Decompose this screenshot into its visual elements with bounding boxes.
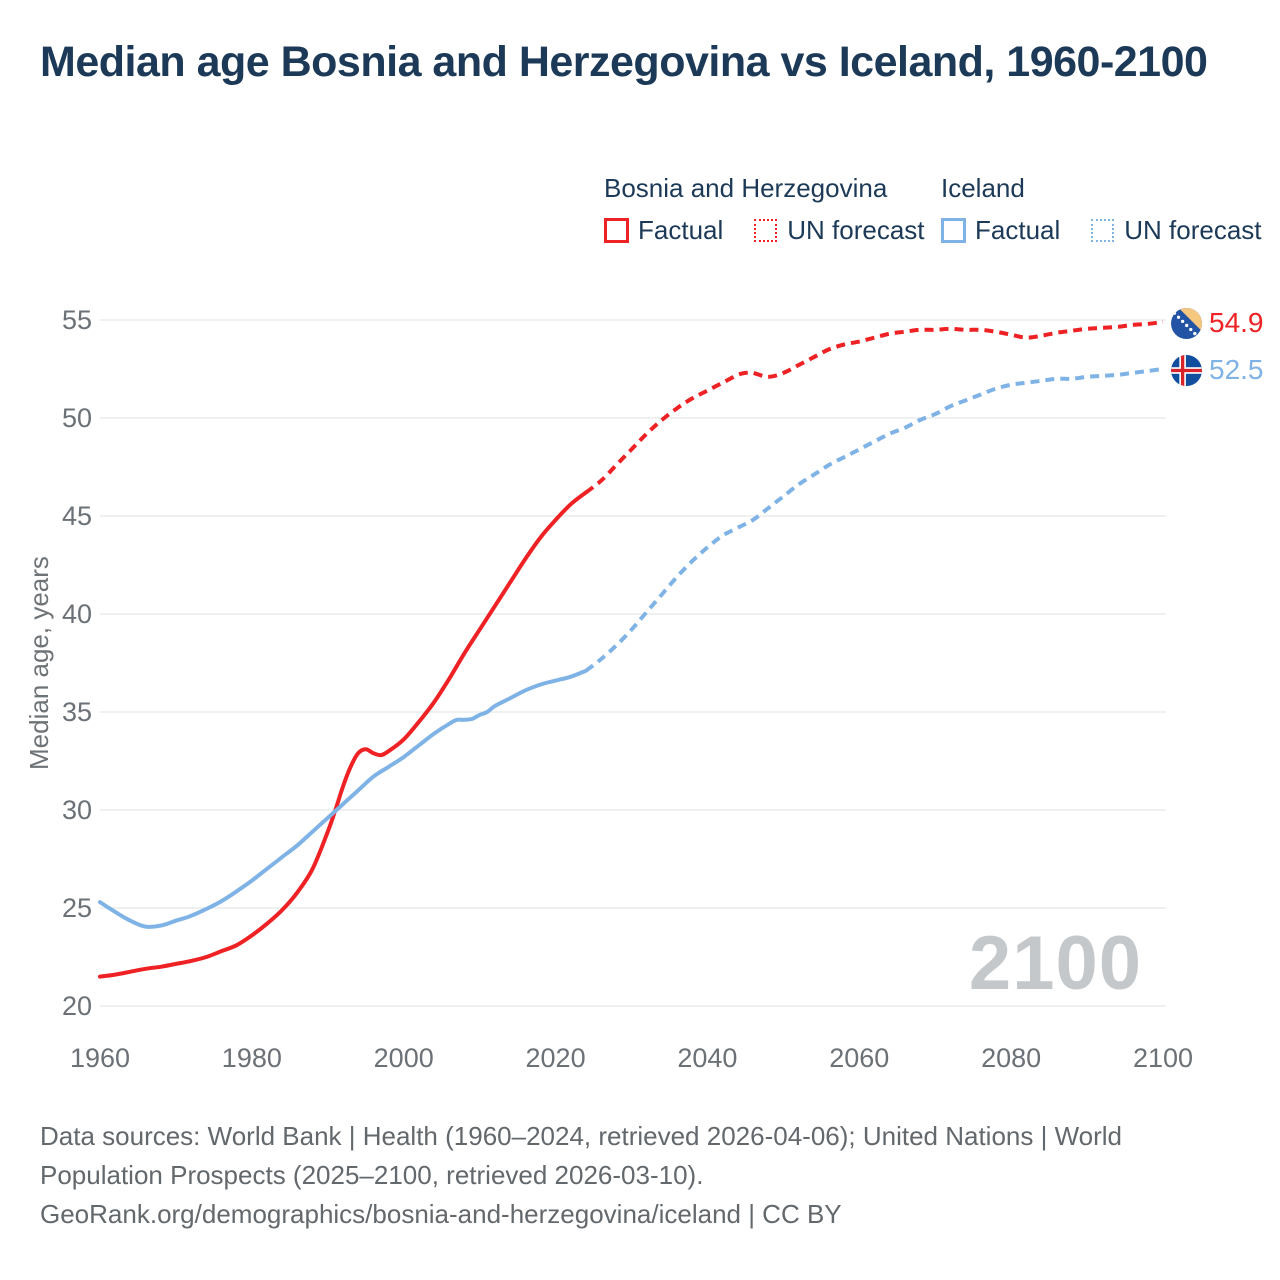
legend-item-bosnia-factual[interactable]: Factual: [604, 215, 723, 246]
footer-line: Population Prospects (2025–2100, retriev…: [40, 1160, 704, 1190]
y-tick-label: 55: [61, 305, 92, 335]
Bosnia and Herzegovina — UN forecast: [584, 320, 1164, 495]
y-tick-label: 25: [61, 893, 92, 923]
x-tick-label: 2080: [981, 1043, 1042, 1073]
year-watermark: 2100: [968, 921, 1142, 1006]
y-tick-label: 45: [61, 501, 92, 531]
Iceland — Factual: [98, 668, 588, 929]
legend-item-bosnia-forecast[interactable]: UN forecast: [753, 215, 925, 246]
x-tick-label: 2020: [525, 1043, 586, 1073]
legend-group-bosnia: Bosnia and Herzegovina Factual UN foreca…: [604, 174, 925, 246]
x-tick-label: 2100: [1132, 1043, 1194, 1073]
footer-line: Data sources: World Bank | Health (1960–…: [40, 1121, 1123, 1151]
legend-group-title: Bosnia and Herzegovina: [604, 173, 888, 203]
solid-line-swatch-icon: [941, 218, 966, 243]
end-value-bosnia: 54.9: [1209, 307, 1264, 338]
legend-item-iceland-factual[interactable]: Factual: [941, 215, 1060, 246]
dotted-line-swatch-icon: [1091, 219, 1115, 242]
x-tick-label: 1980: [221, 1043, 282, 1073]
iceland-flag-icon: [1171, 354, 1202, 386]
y-tick-label: 40: [61, 599, 92, 629]
end-label-iceland: 52.5: [1171, 354, 1264, 386]
end-value-iceland: 52.5: [1209, 354, 1264, 385]
bosnia-flag-icon: [1171, 307, 1202, 339]
data-sources-footer: Data sources: World Bank | Health (1960–…: [40, 1117, 1122, 1234]
end-label-bosnia: 54.9: [1171, 307, 1264, 339]
x-tick-label: 1960: [69, 1043, 131, 1073]
dotted-line-swatch-icon: [754, 219, 778, 242]
legend-group-iceland: Iceland Factual UN forecast: [941, 174, 1262, 246]
footer-url: GeoRank.org/demographics/bosnia-and-herz…: [40, 1199, 842, 1229]
y-tick-label: 20: [61, 991, 92, 1021]
y-tick-label: 30: [61, 795, 92, 825]
y-tick-label: 35: [61, 697, 92, 727]
solid-line-swatch-icon: [604, 218, 629, 243]
legend-group-title: Iceland: [941, 173, 1025, 203]
Iceland — UN forecast: [584, 367, 1164, 673]
x-tick-label: 2060: [829, 1043, 890, 1073]
x-tick-label: 2000: [373, 1043, 434, 1073]
x-tick-label: 2040: [677, 1043, 738, 1073]
Bosnia and Herzegovina — Factual: [98, 490, 588, 979]
legend-item-iceland-forecast[interactable]: UN forecast: [1090, 215, 1262, 246]
y-tick-label: 50: [61, 403, 92, 433]
page-title: Median age Bosnia and Herzegovina vs Ice…: [40, 38, 1208, 86]
